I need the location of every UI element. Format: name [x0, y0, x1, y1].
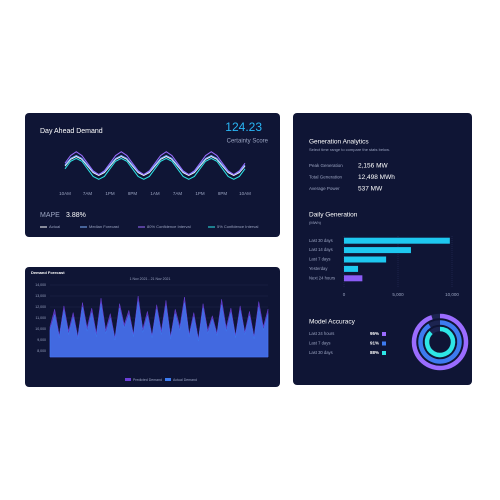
x-tick-label: 1PM	[105, 191, 115, 196]
value-label: 88%	[370, 350, 379, 355]
ring-arc	[424, 326, 456, 358]
legend-label: Predicted Demand	[133, 378, 162, 382]
x-tick-label: 7AM	[83, 191, 93, 196]
stat-label: Average Power	[309, 186, 340, 191]
ring-arc	[411, 313, 469, 371]
legend-swatch	[382, 341, 386, 346]
y-tick-label: 10,000	[35, 327, 46, 331]
legend-label: Actual Demand	[173, 378, 197, 382]
series-line	[64, 154, 246, 176]
series-area	[49, 301, 269, 358]
mape-label: MAPE	[40, 212, 60, 219]
stat-value: 537 MW	[358, 186, 383, 193]
panel-subtitle: Select time range to compare the stats b…	[309, 147, 390, 152]
series-line	[64, 157, 246, 180]
stat-label: Peak Generation	[309, 163, 343, 168]
stat-value: 2,156 MW	[358, 163, 388, 170]
series-line	[64, 151, 246, 176]
x-tick-label: 10AM	[239, 191, 251, 196]
y-tick-label: 13,000	[35, 294, 46, 298]
score-label: Certainty Score	[227, 139, 269, 145]
value-label: 95%	[370, 331, 379, 336]
bar	[344, 275, 363, 282]
bar	[344, 247, 411, 254]
x-tick-label: 8PM	[218, 191, 228, 196]
x-tick-label: 5,000	[392, 292, 404, 297]
series-line	[64, 155, 246, 177]
legend-swatch	[382, 351, 386, 355]
bar	[344, 256, 387, 263]
x-tick-label: 1PM	[195, 191, 205, 196]
ring-arc	[418, 320, 462, 364]
value-label: 91%	[370, 341, 379, 346]
legend-swatch	[382, 332, 386, 336]
date-range: 1 Nov 2021 - 21 Nov 2021	[130, 277, 171, 281]
panel-title: Generation Analytics	[309, 139, 369, 146]
legend-label: Median Forecast	[89, 224, 120, 229]
stat-value: 12,498 MWh	[358, 174, 395, 181]
legend-swatch	[165, 378, 171, 381]
category-label: Last 7 days	[309, 257, 330, 262]
x-tick-label: 10,000	[445, 292, 459, 297]
y-tick-label: 8,000	[37, 349, 46, 353]
category-label: Yesterday	[309, 266, 328, 271]
panel-title: Daily Generation	[309, 212, 358, 219]
y-tick-label: 14,000	[35, 283, 46, 287]
x-tick-label: 7AM	[173, 191, 183, 196]
legend-label: 5% Confidence Interval	[217, 224, 258, 229]
x-tick-label: 10AM	[59, 191, 71, 196]
legend-label: 80% Confidence Interval	[147, 224, 191, 229]
bar	[344, 265, 359, 272]
x-tick-label: 1AM	[150, 191, 160, 196]
category-label: Next 24 hours	[309, 275, 335, 280]
panel-title: Demand Forecast	[31, 270, 65, 275]
panel	[25, 113, 280, 237]
panel-title: Model Accuracy	[309, 319, 356, 326]
x-tick-label: 8PM	[128, 191, 138, 196]
category-label: Last 14 days	[309, 247, 333, 252]
y-tick-label: 9,000	[37, 338, 46, 342]
category-label: Last 30 days	[309, 350, 333, 355]
bar	[344, 237, 450, 244]
score: 124.23	[225, 120, 262, 134]
stat-label: Total Generation	[309, 175, 343, 180]
legend-swatch	[125, 378, 131, 381]
panel-subtitle: (MWh)	[309, 220, 322, 225]
y-tick-label: 12,000	[35, 305, 46, 309]
category-label: Last 7 days	[309, 341, 330, 346]
category-label: Last 30 days	[309, 238, 333, 243]
x-tick-label: 0	[343, 292, 346, 297]
panel-title: Day Ahead Demand	[40, 128, 103, 135]
category-label: Last 24 hours	[309, 331, 334, 336]
mape-value: 3.88%	[66, 212, 86, 219]
legend-label: Actual	[49, 224, 60, 229]
y-tick-label: 11,000	[36, 316, 46, 320]
